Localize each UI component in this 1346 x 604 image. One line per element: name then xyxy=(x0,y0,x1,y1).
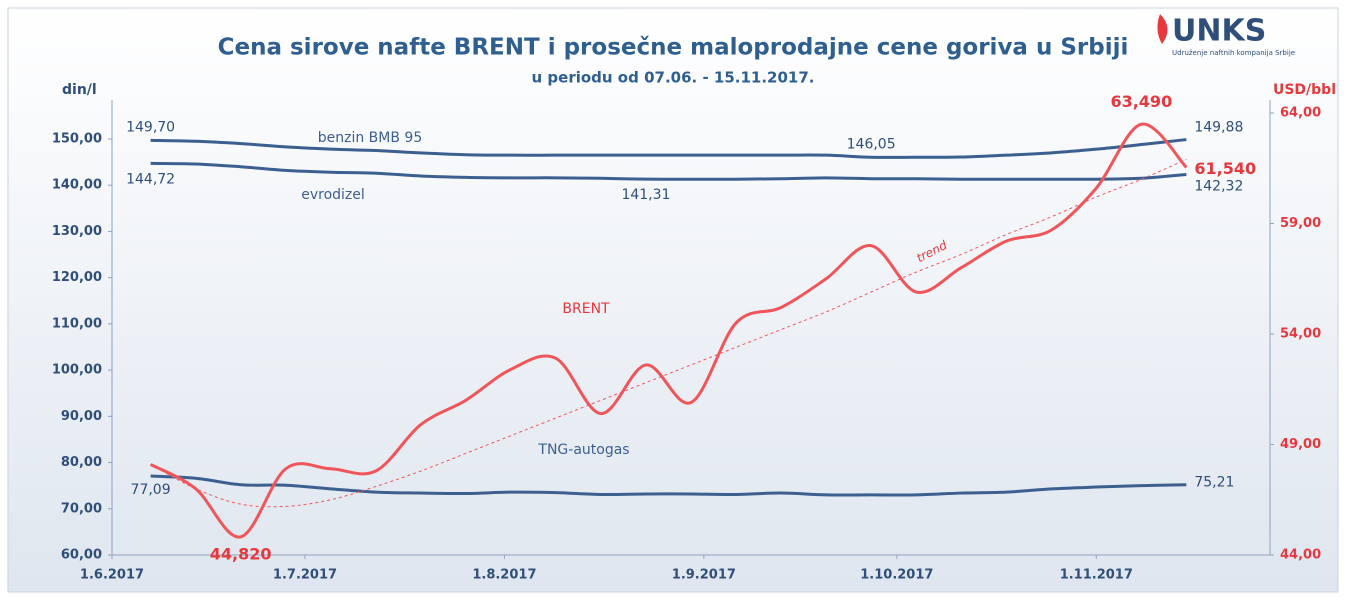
series-line xyxy=(150,138,1187,159)
data-label: 149,70 xyxy=(126,119,175,135)
data-label: 77,09 xyxy=(131,482,171,498)
x-tick-label: 1.11.2017 xyxy=(1060,568,1133,583)
chart-title: Cena sirove nafte BRENT i prosečne malop… xyxy=(218,35,1129,61)
y2-tick-label: 54,00 xyxy=(1280,327,1321,342)
x-tick-label: 1.6.2017 xyxy=(80,568,144,583)
data-label: 146,05 xyxy=(847,136,896,152)
y2-tick-label: 59,00 xyxy=(1280,216,1321,231)
x-tick-label: 1.10.2017 xyxy=(860,568,933,583)
series-line xyxy=(149,122,1188,539)
data-label: 142,32 xyxy=(1194,178,1243,194)
y-tick-label: 130,00 xyxy=(52,224,102,239)
x-tick-label: 1.9.2017 xyxy=(672,568,736,583)
series-name: evrodizel xyxy=(301,187,365,203)
trend-line xyxy=(150,158,1187,508)
data-label: 63,490 xyxy=(1110,92,1172,111)
y-tick-label: 100,00 xyxy=(52,363,102,378)
y2-tick-label: 44,00 xyxy=(1280,548,1321,563)
data-label: 61,540 xyxy=(1194,159,1256,178)
series-line xyxy=(150,474,1187,497)
series-name: BRENT xyxy=(562,301,610,317)
data-label: 149,88 xyxy=(1194,120,1243,136)
y-tick-label: 140,00 xyxy=(52,178,102,193)
data-label: 44,820 xyxy=(210,544,272,563)
y-tick-label: 80,00 xyxy=(61,455,102,470)
series-line xyxy=(150,161,1187,181)
chart-subtitle: u periodu od 07.06. - 15.11.2017. xyxy=(532,69,815,87)
y-tick-label: 150,00 xyxy=(52,132,102,147)
series-name: benzin BMB 95 xyxy=(318,130,423,146)
y-tick-label: 110,00 xyxy=(52,316,102,331)
y-tick-label: 60,00 xyxy=(61,548,102,563)
y-tick-label: 70,00 xyxy=(61,501,102,516)
plot: 60,00 70,00 80,00 90,00 100,00 110,00 120,00 13… xyxy=(52,92,1321,583)
logo-subtitle: Udruženje naftnih kompanija Srbije xyxy=(1172,49,1295,57)
y2-axis-label: USD/bbl xyxy=(1273,82,1336,98)
data-label: 141,31 xyxy=(621,187,670,203)
y-tick-label: 120,00 xyxy=(52,270,102,285)
y-tick-label: 90,00 xyxy=(61,409,102,424)
data-label: 75,21 xyxy=(1194,475,1234,491)
x-tick-label: 1.8.2017 xyxy=(472,568,536,583)
y2-tick-label: 64,00 xyxy=(1280,106,1321,121)
y-axis-label: din/l xyxy=(62,82,97,98)
x-tick-label: 1.7.2017 xyxy=(273,568,337,583)
logo-flame xyxy=(1157,14,1168,44)
y2-tick-label: 49,00 xyxy=(1280,437,1321,452)
series-name: TNG-autogas xyxy=(537,442,629,458)
logo: UNKS xyxy=(1172,14,1266,49)
data-label: 144,72 xyxy=(126,171,175,187)
